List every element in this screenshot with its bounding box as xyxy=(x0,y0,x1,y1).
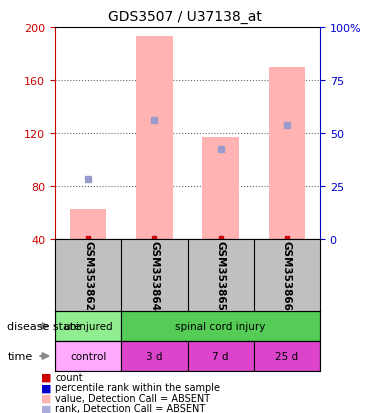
Text: ■: ■ xyxy=(41,393,51,403)
Text: percentile rank within the sample: percentile rank within the sample xyxy=(55,382,220,392)
Text: ■: ■ xyxy=(41,372,51,382)
Bar xyxy=(254,341,320,371)
Text: GSM353862: GSM353862 xyxy=(83,240,93,310)
Text: GSM353866: GSM353866 xyxy=(282,240,292,310)
Text: control: control xyxy=(70,351,106,361)
Bar xyxy=(70,209,106,240)
Text: 3 d: 3 d xyxy=(146,351,163,361)
Text: ■: ■ xyxy=(41,382,51,392)
Text: GSM353864: GSM353864 xyxy=(149,240,159,310)
Bar xyxy=(121,341,188,371)
Text: ■: ■ xyxy=(41,404,51,413)
Bar xyxy=(202,138,239,240)
Bar xyxy=(55,311,121,341)
Text: rank, Detection Call = ABSENT: rank, Detection Call = ABSENT xyxy=(55,404,205,413)
Text: GDS3507 / U37138_at: GDS3507 / U37138_at xyxy=(108,10,262,24)
Bar xyxy=(269,68,305,240)
Bar xyxy=(121,311,320,341)
Text: 7 d: 7 d xyxy=(212,351,229,361)
Text: disease state: disease state xyxy=(7,321,81,331)
Text: value, Detection Call = ABSENT: value, Detection Call = ABSENT xyxy=(55,393,210,403)
Bar xyxy=(188,341,254,371)
Text: 25 d: 25 d xyxy=(275,351,299,361)
Bar xyxy=(136,37,172,240)
Text: count: count xyxy=(55,372,83,382)
Text: time: time xyxy=(7,351,33,361)
Text: GSM353865: GSM353865 xyxy=(216,240,226,310)
Text: uninjured: uninjured xyxy=(63,321,113,331)
Bar xyxy=(55,341,121,371)
Text: spinal cord injury: spinal cord injury xyxy=(175,321,266,331)
